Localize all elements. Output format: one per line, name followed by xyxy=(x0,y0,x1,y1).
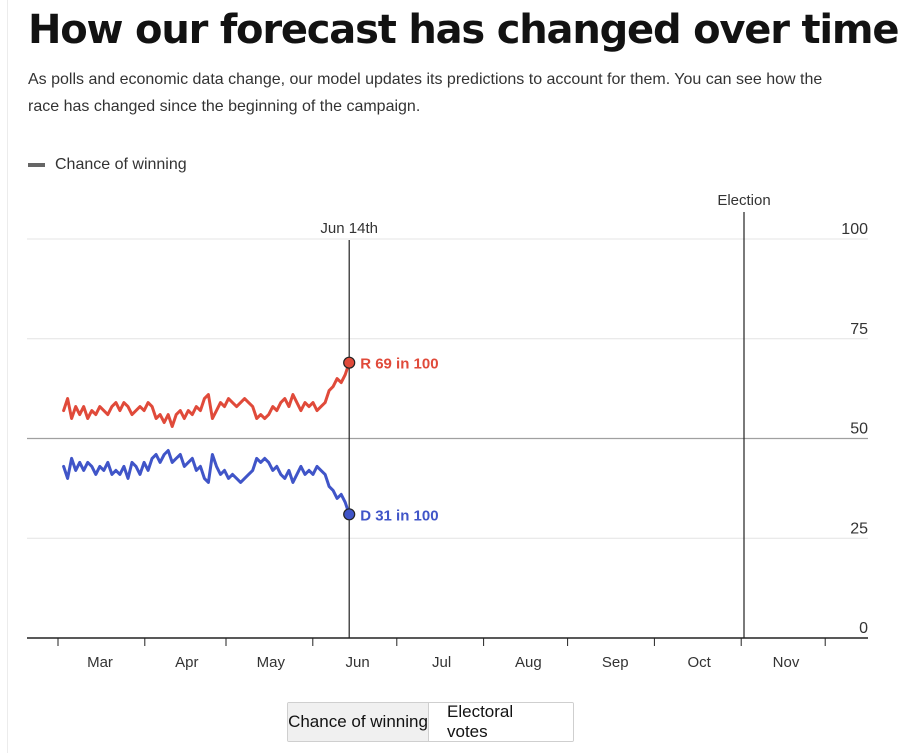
series-endpoint-d xyxy=(343,508,356,521)
page-left-rule xyxy=(7,0,8,753)
series-end-label-r: R 69 in 100 xyxy=(360,356,438,373)
y-tick-label-25: 25 xyxy=(850,520,868,537)
x-tick-label-may: May xyxy=(257,654,286,671)
series-end-label-d: D 31 in 100 xyxy=(360,507,438,524)
metric-toggle[interactable]: Chance of winning Electoral votes xyxy=(287,702,574,742)
toggle-chance-of-winning[interactable]: Chance of winning xyxy=(288,703,428,741)
chart-axes xyxy=(27,637,868,646)
marker-label-jun-14th: Jun 14th xyxy=(320,220,378,237)
y-tick-label-0: 0 xyxy=(859,620,868,637)
legend-label: Chance of winning xyxy=(55,156,187,173)
legend-swatch-icon xyxy=(28,163,45,167)
series-endpoint-r xyxy=(343,356,356,369)
marker-label-election: Election xyxy=(717,192,770,209)
series-line-r xyxy=(62,361,351,428)
toggle-electoral-votes[interactable]: Electoral votes xyxy=(428,703,573,741)
chart-gridlines xyxy=(27,238,868,539)
x-tick-label-jul: Jul xyxy=(432,654,451,671)
chart-labels: 0 25 50 75 100 Mar Apr May Jun Jul Aug Sep Oct Nov Jun… xyxy=(87,192,868,671)
x-tick-label-oct: Oct xyxy=(688,654,712,671)
chart-legend: Chance of winning xyxy=(28,156,187,174)
page-subtitle: As polls and economic data change, our m… xyxy=(28,71,823,115)
chart-series xyxy=(62,356,356,521)
chart-markers xyxy=(348,212,745,638)
x-tick-label-jun: Jun xyxy=(346,654,370,671)
x-tick-label-sep: Sep xyxy=(602,654,629,671)
forecast-chart: 0 25 50 75 100 Mar Apr May Jun Jul Aug Sep Oct Nov Jun… xyxy=(27,192,868,671)
x-tick-label-nov: Nov xyxy=(773,654,800,671)
series-line-d xyxy=(62,449,351,516)
y-tick-label-75: 75 xyxy=(850,321,868,338)
x-tick-label-aug: Aug xyxy=(515,654,542,671)
y-tick-label-100: 100 xyxy=(841,221,868,238)
x-tick-label-mar: Mar xyxy=(87,654,113,671)
x-tick-label-apr: Apr xyxy=(175,654,198,671)
y-tick-label-50: 50 xyxy=(850,421,868,438)
page-title: How our forecast has changed over time xyxy=(28,7,900,53)
